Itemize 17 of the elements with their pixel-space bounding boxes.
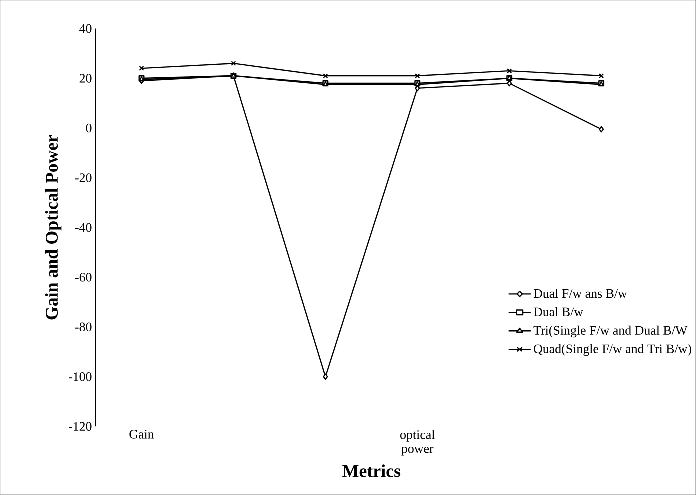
y-axis-title: Gain and Optical Power [45,135,62,320]
y-tick-label: 20 [80,74,92,83]
legend-label: Quad(Single F/w and Tri B/w) [534,344,692,356]
y-tick-label: -120 [69,422,92,431]
y-tick-label: 40 [80,24,92,33]
y-tick-label: -40 [75,223,92,232]
legend-label: Dual F/w ans B/w [534,288,628,298]
legend-label: Tri(Single F/w and Dual B/W [534,326,688,338]
x-tick-label: Gain [130,430,154,439]
y-tick-label: -20 [75,173,92,182]
y-tick-label: -80 [75,322,92,332]
y-tick-label: 0 [86,124,92,132]
legend-label: Dual B/w [534,307,584,316]
x-tick-label: optical power [400,430,435,456]
y-tick-label: -100 [69,372,92,382]
x-axis-title: Metrics [342,464,401,478]
y-tick-label: -60 [75,272,92,282]
